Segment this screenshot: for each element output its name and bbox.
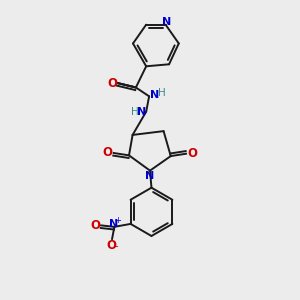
Text: N: N: [146, 171, 154, 181]
Text: N: N: [162, 17, 172, 27]
Text: H: H: [158, 88, 165, 98]
Text: H: H: [131, 107, 139, 117]
Text: N: N: [149, 90, 159, 100]
Text: O: O: [102, 146, 112, 159]
Text: O: O: [107, 76, 117, 90]
Text: -: -: [115, 241, 119, 251]
Text: +: +: [115, 216, 121, 225]
Text: N: N: [109, 219, 119, 229]
Text: O: O: [188, 147, 197, 160]
Text: N: N: [136, 107, 146, 117]
Text: O: O: [90, 219, 100, 232]
Text: O: O: [106, 238, 116, 252]
